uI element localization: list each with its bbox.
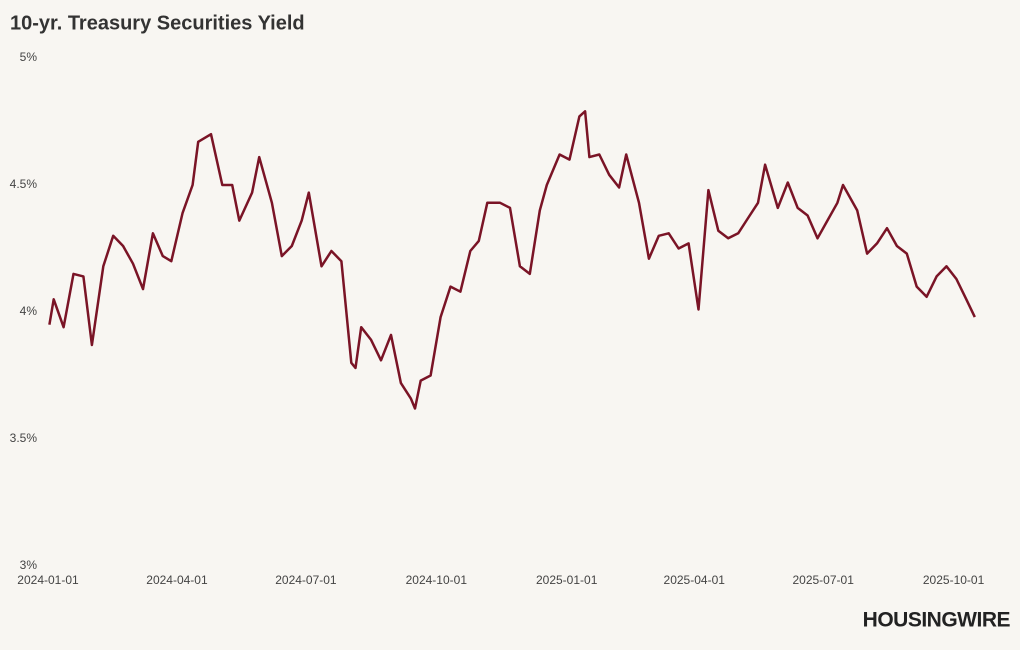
x-tick-label: 2025-01-01 [536,573,598,587]
series-line [48,110,976,410]
x-tick-label: 2025-10-01 [923,573,985,587]
y-tick-label: 5% [20,50,38,64]
x-tick-label: 2024-10-01 [406,573,468,587]
x-tick-label: 2024-01-01 [17,573,79,587]
y-tick-label: 3.5% [10,431,38,445]
x-tick-label: 2024-07-01 [275,573,337,587]
y-tick-label: 3% [20,558,38,572]
chart-title: 10-yr. Treasury Securities Yield [10,12,305,34]
y-tick-label: 4.5% [10,177,38,191]
x-tick-label: 2025-07-01 [792,573,854,587]
y-tick-label: 4% [20,304,38,318]
x-tick-label: 2024-04-01 [146,573,208,587]
logo: HOUSINGWIRE [863,609,1011,632]
x-tick-label: 2025-04-01 [664,573,726,587]
